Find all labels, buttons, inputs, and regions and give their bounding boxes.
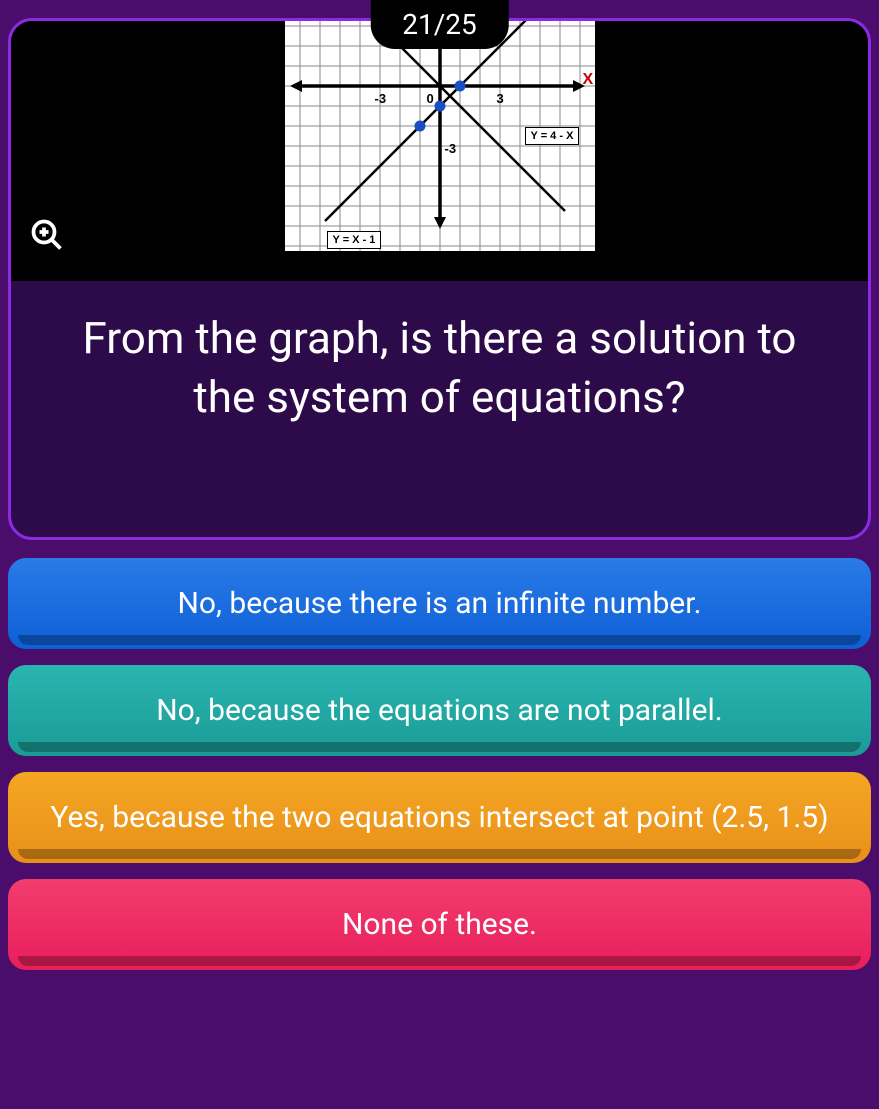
graph: -3 0 3 -3 X Y = 4 - X Y = X - 1 <box>285 21 595 251</box>
question-text: From the graph, is there a solution to t… <box>11 281 868 428</box>
x-tick-3: 3 <box>497 91 504 106</box>
equation-label-2: Y = 4 - X <box>525 127 580 145</box>
x-tick-0: 0 <box>427 91 434 106</box>
y-tick-neg3: -3 <box>445 141 457 156</box>
x-tick-neg3: -3 <box>375 91 387 106</box>
answer-option-1[interactable]: No, because there is an infinite number. <box>8 558 871 649</box>
question-image-area: -3 0 3 -3 X Y = 4 - X Y = X - 1 <box>11 21 868 281</box>
question-counter: 21/25 <box>370 0 509 49</box>
question-card: -3 0 3 -3 X Y = 4 - X Y = X - 1 From the… <box>8 18 871 540</box>
equation-label-1: Y = X - 1 <box>327 231 382 249</box>
x-axis-label: X <box>583 71 594 89</box>
zoom-icon[interactable] <box>29 217 65 253</box>
answer-option-2[interactable]: No, because the equations are not parall… <box>8 665 871 756</box>
answer-list: No, because there is an infinite number.… <box>8 558 871 970</box>
answer-option-3[interactable]: Yes, because the two equations intersect… <box>8 772 871 863</box>
answer-option-4[interactable]: None of these. <box>8 879 871 970</box>
